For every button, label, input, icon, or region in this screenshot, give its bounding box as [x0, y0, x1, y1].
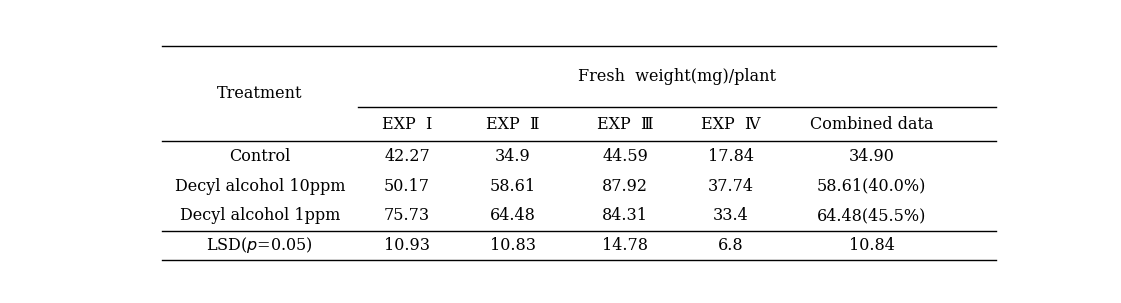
Text: EXP  Ⅳ: EXP Ⅳ [701, 116, 760, 133]
Text: 34.9: 34.9 [494, 148, 530, 165]
Text: 84.31: 84.31 [602, 207, 648, 224]
Text: 37.74: 37.74 [707, 178, 753, 195]
Text: 33.4: 33.4 [713, 207, 749, 224]
Text: EXP  Ⅱ: EXP Ⅱ [485, 116, 539, 133]
Text: Decyl alcohol 1ppm: Decyl alcohol 1ppm [179, 207, 340, 224]
Text: Control: Control [229, 148, 290, 165]
Text: 44.59: 44.59 [602, 148, 648, 165]
Text: 34.90: 34.90 [849, 148, 895, 165]
Text: 58.61(40.0%): 58.61(40.0%) [817, 178, 926, 195]
Text: 87.92: 87.92 [602, 178, 648, 195]
Text: 14.78: 14.78 [602, 237, 648, 254]
Text: 10.84: 10.84 [849, 237, 895, 254]
Text: 50.17: 50.17 [385, 178, 430, 195]
Text: Combined data: Combined data [809, 116, 934, 133]
Text: Decyl alcohol 10ppm: Decyl alcohol 10ppm [175, 178, 345, 195]
Text: Treatment: Treatment [217, 85, 303, 102]
Text: 75.73: 75.73 [385, 207, 430, 224]
Text: 64.48: 64.48 [490, 207, 536, 224]
Text: 42.27: 42.27 [385, 148, 430, 165]
Text: 64.48(45.5%): 64.48(45.5%) [817, 207, 926, 224]
Text: 10.93: 10.93 [385, 237, 430, 254]
Text: EXP  Ⅲ: EXP Ⅲ [596, 116, 654, 133]
Text: 58.61: 58.61 [490, 178, 536, 195]
Text: EXP  Ⅰ: EXP Ⅰ [382, 116, 433, 133]
Text: 6.8: 6.8 [717, 237, 743, 254]
Text: 10.83: 10.83 [490, 237, 536, 254]
Text: Fresh  weight(mg)/plant: Fresh weight(mg)/plant [577, 68, 776, 85]
Text: 17.84: 17.84 [707, 148, 753, 165]
Text: LSD($p$=0.05): LSD($p$=0.05) [206, 235, 313, 255]
